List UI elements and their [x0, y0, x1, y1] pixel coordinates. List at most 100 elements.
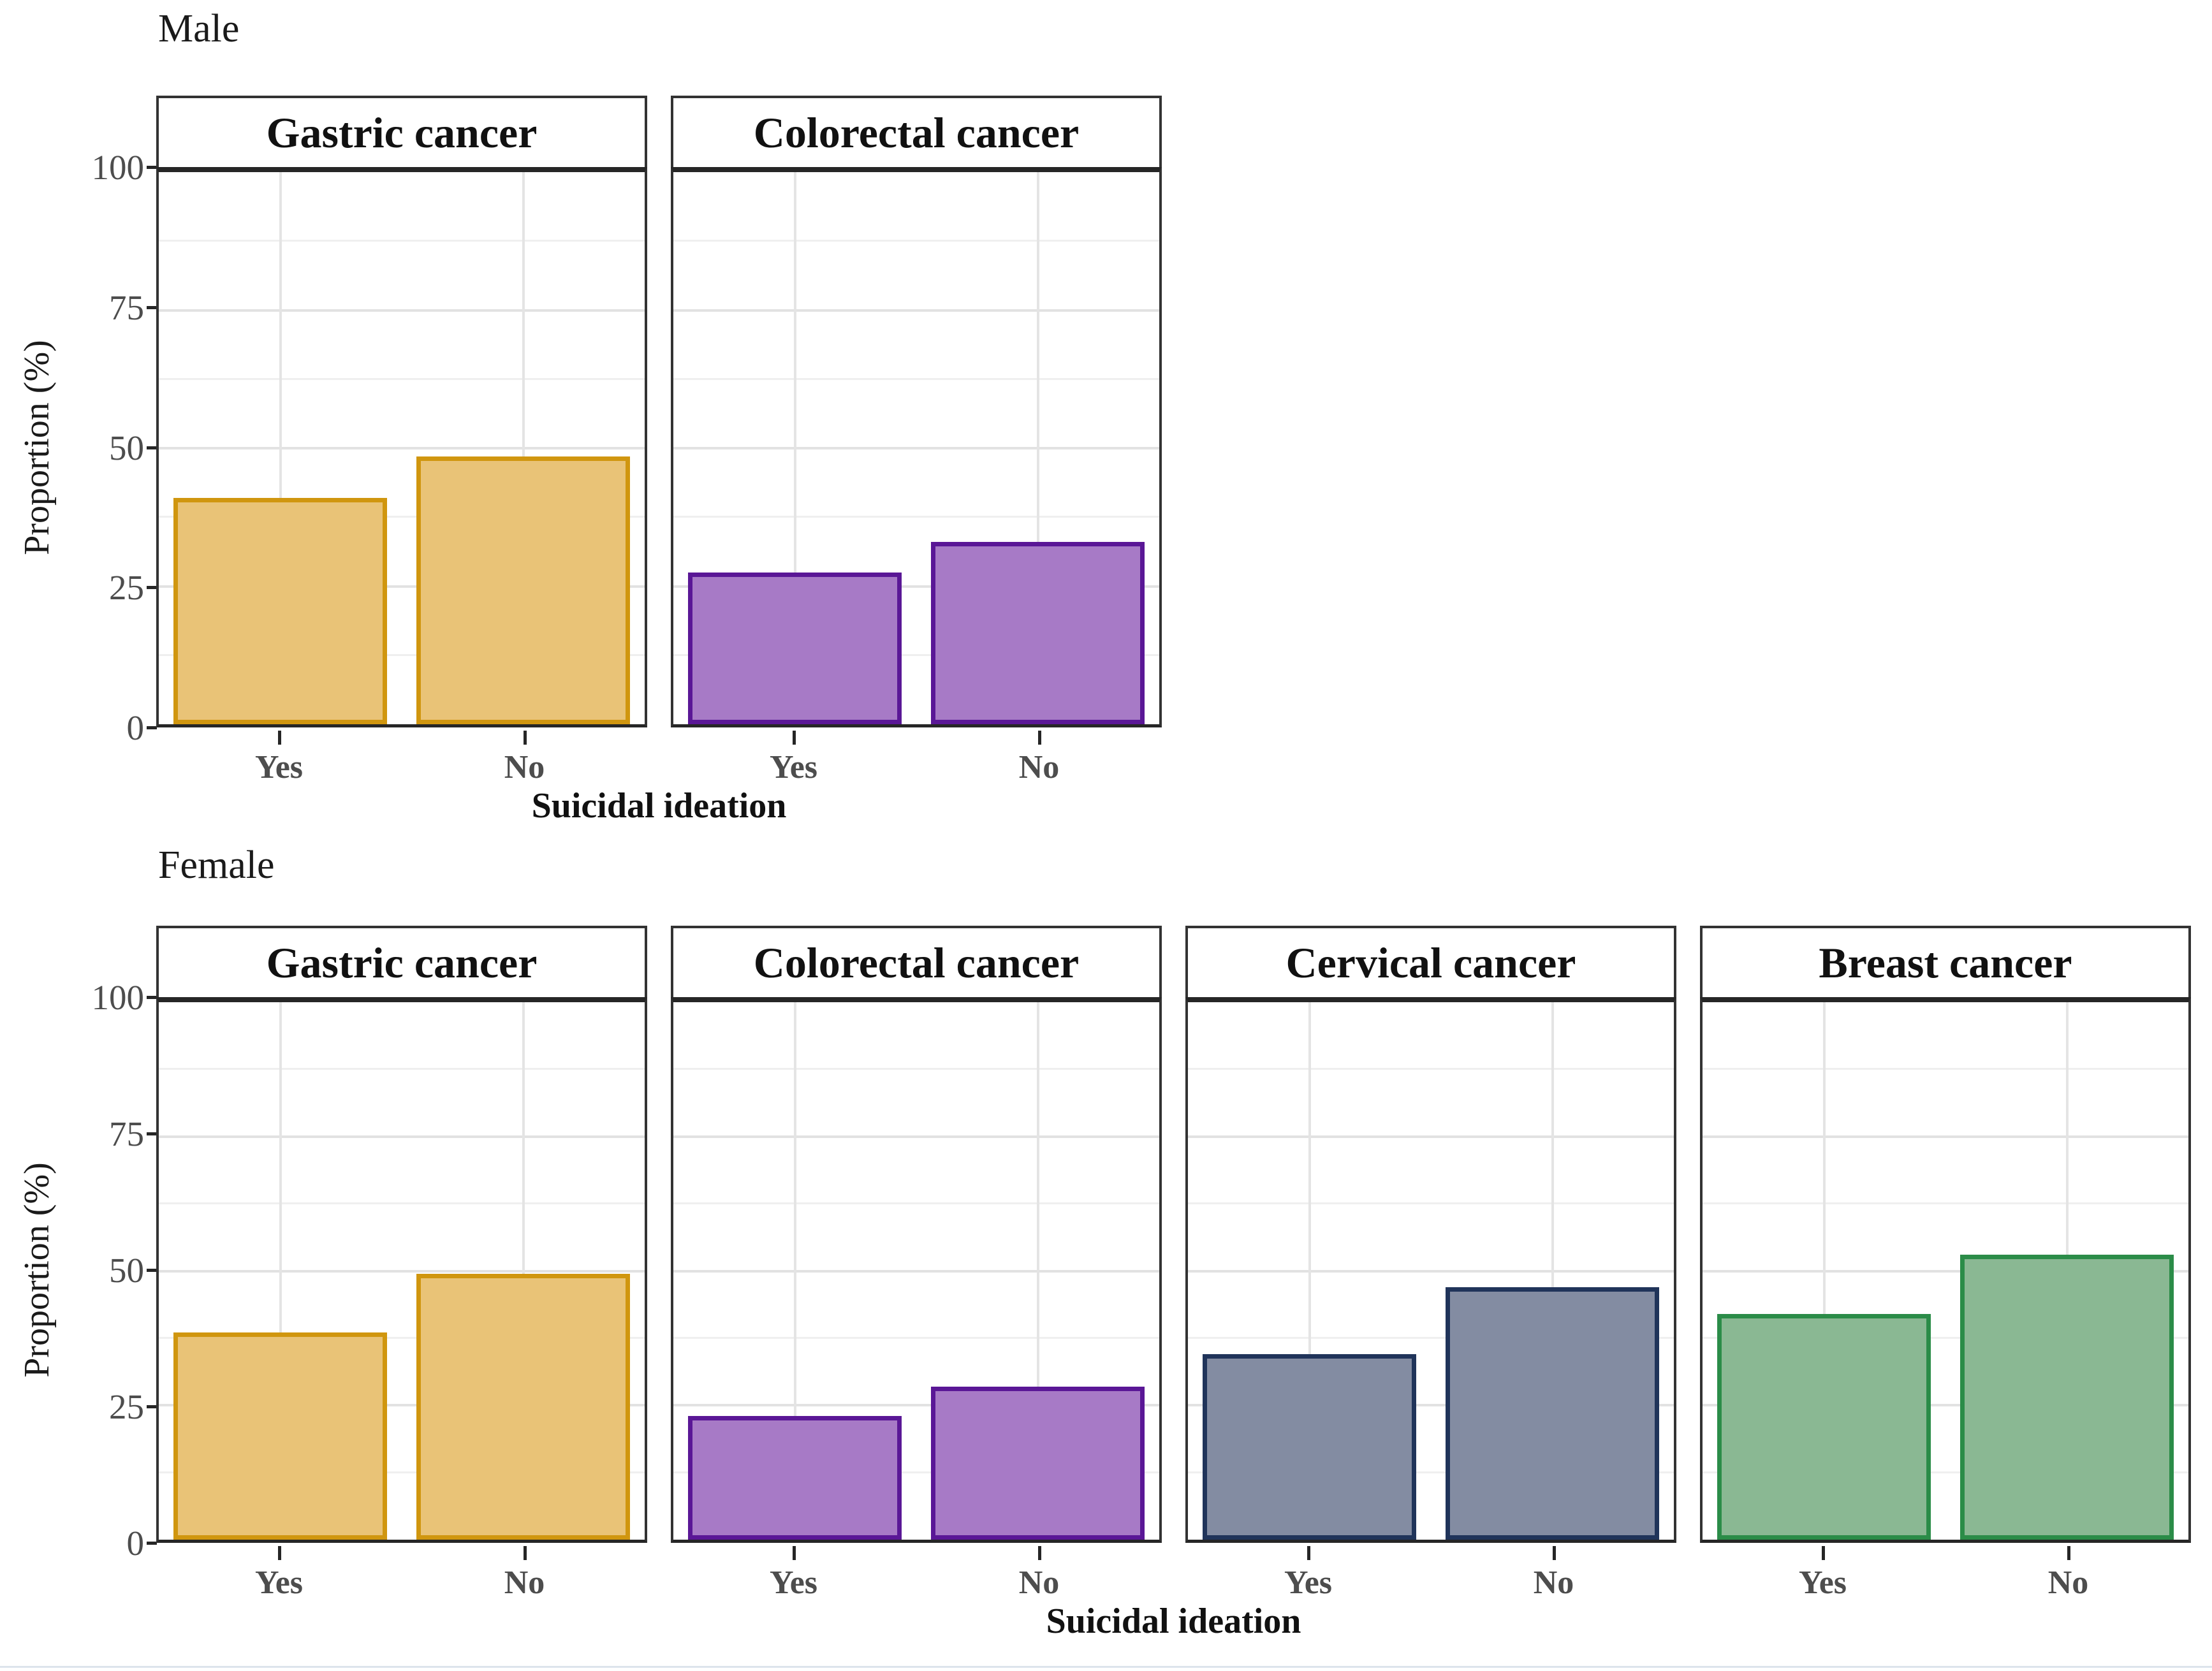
major-gridline — [673, 585, 1159, 588]
x-category-label: Yes — [769, 1565, 818, 1601]
minor-gridline — [673, 516, 1159, 518]
panel-strip-title: Cervical cancer — [1285, 938, 1576, 987]
x-tick-mark — [792, 1546, 796, 1560]
x-category-label: Yes — [1798, 1565, 1847, 1601]
facet-panel: Cervical cancer — [1185, 926, 1676, 1543]
panel-plot-area — [156, 997, 647, 1543]
minor-gridline — [159, 377, 645, 380]
minor-gridline — [159, 516, 645, 518]
x-category-label: No — [1018, 1565, 1060, 1601]
x-tick-mark — [1552, 1546, 1556, 1560]
vertical-gridline — [793, 1002, 796, 1540]
y-tick-label: 75 — [109, 1114, 144, 1153]
y-tick-label: 0 — [126, 1524, 145, 1563]
x-tick-mark — [1821, 1546, 1825, 1560]
x-category-label: Yes — [1284, 1565, 1333, 1601]
panel-strip-title: Breast cancer — [1819, 938, 2072, 987]
panel-plot-area — [671, 167, 1162, 727]
y-tick-mark — [147, 1405, 157, 1408]
minor-gridline — [159, 1068, 645, 1070]
x-axis-title: Suicidal ideation — [1046, 1602, 1301, 1641]
x-tick-mark — [2067, 1546, 2070, 1560]
panel-strip: Gastric cancer — [156, 96, 647, 167]
vertical-gridline — [1551, 1002, 1554, 1540]
x-category-label: No — [1533, 1565, 1574, 1601]
panel-strip: Breast cancer — [1700, 926, 2191, 997]
bar-no — [931, 1386, 1145, 1540]
facet-row-title: Male — [158, 7, 240, 50]
x-tick-mark — [277, 731, 281, 745]
major-gridline — [159, 309, 645, 312]
major-gridline — [159, 1135, 645, 1138]
panel-strip: Gastric cancer — [156, 926, 647, 997]
vertical-gridline — [793, 172, 796, 724]
major-gridline — [159, 585, 645, 588]
facet-panel: Gastric cancer — [156, 96, 647, 727]
bar-yes — [173, 1332, 387, 1540]
x-tick-mark — [1037, 731, 1041, 745]
y-tick-mark — [147, 1269, 157, 1272]
panel-plot-area — [156, 167, 647, 727]
vertical-gridline — [1822, 1002, 1826, 1540]
y-tick-mark — [147, 305, 157, 309]
major-gridline — [673, 1269, 1159, 1273]
x-tick-mark — [523, 731, 527, 745]
x-category-label: No — [1018, 749, 1060, 785]
vertical-gridline — [279, 172, 282, 724]
vertical-gridline — [522, 1002, 525, 1540]
major-gridline — [1188, 1269, 1674, 1273]
panel-plot-area — [671, 997, 1162, 1543]
y-tick-label: 25 — [109, 568, 144, 608]
panel-strip: Cervical cancer — [1185, 926, 1676, 997]
major-gridline — [673, 309, 1159, 312]
panel-strip: Colorectal cancer — [671, 96, 1162, 167]
x-category-label: Yes — [254, 1565, 304, 1601]
y-tick-label: 50 — [109, 428, 144, 467]
y-tick-label: 100 — [91, 148, 145, 187]
panel-strip-title: Gastric cancer — [266, 938, 538, 987]
y-tick-label: 50 — [109, 1251, 144, 1290]
bar-yes — [688, 1416, 902, 1540]
y-tick-label: 100 — [91, 978, 145, 1017]
x-category-label: No — [504, 749, 545, 785]
x-tick-mark — [277, 1546, 281, 1560]
x-category-label: Yes — [254, 749, 304, 785]
major-gridline — [1188, 1135, 1674, 1138]
bar-no — [416, 456, 630, 724]
major-gridline — [159, 1269, 645, 1273]
facet-panel: Breast cancer — [1700, 926, 2191, 1543]
facet-row-title: Female — [158, 843, 275, 887]
panel-strip-title: Colorectal cancer — [753, 108, 1080, 157]
bar-no — [931, 542, 1145, 724]
vertical-gridline — [1308, 1002, 1311, 1540]
bottom-divider — [0, 1666, 2212, 1668]
y-tick-mark — [147, 586, 157, 590]
major-gridline — [673, 447, 1159, 449]
y-tick-mark — [147, 166, 157, 169]
y-tick-mark — [147, 1542, 157, 1545]
x-category-label: No — [2047, 1565, 2089, 1601]
bar-no — [1960, 1255, 2174, 1540]
minor-gridline — [1188, 1471, 1674, 1473]
panel-strip-title: Colorectal cancer — [753, 938, 1080, 987]
minor-gridline — [159, 240, 645, 242]
minor-gridline — [159, 1202, 645, 1205]
x-tick-mark — [523, 1546, 527, 1560]
bar-yes — [688, 572, 902, 724]
minor-gridline — [673, 1202, 1159, 1205]
major-gridline — [1703, 1135, 2188, 1138]
x-category-label: No — [504, 1565, 545, 1601]
x-axis-title: Suicidal ideation — [531, 786, 787, 826]
panel-plot-area — [1185, 997, 1676, 1543]
bar-yes — [1717, 1313, 1931, 1540]
panel-strip-title: Gastric cancer — [266, 108, 538, 157]
minor-gridline — [1188, 1336, 1674, 1339]
facet-panel: Colorectal cancer — [671, 926, 1162, 1543]
major-gridline — [673, 1404, 1159, 1407]
y-tick-label: 0 — [126, 708, 145, 747]
bar-no — [416, 1273, 630, 1540]
bar-no — [1446, 1287, 1659, 1540]
minor-gridline — [673, 377, 1159, 380]
major-gridline — [159, 1404, 645, 1407]
